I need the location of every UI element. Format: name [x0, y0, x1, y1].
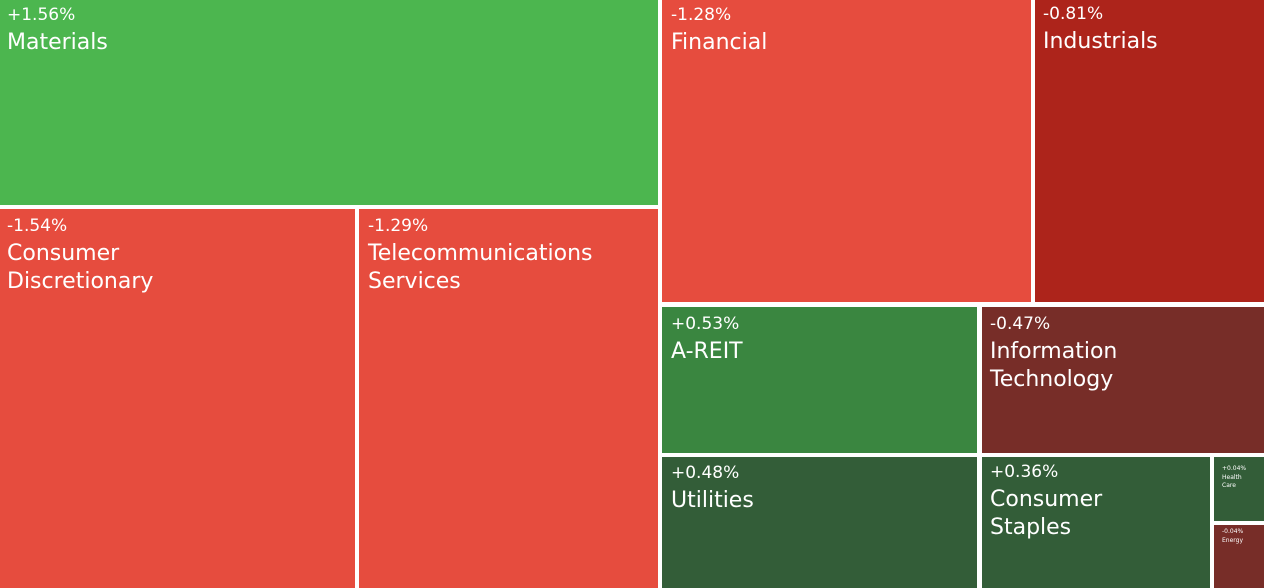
tile-name-label: Industrials	[1043, 29, 1158, 54]
tile-information-technology[interactable]: -0.47% Information Technology	[982, 307, 1264, 453]
tile-name-label: Utilities	[671, 488, 754, 513]
tile-change-label: +0.48%	[671, 463, 740, 483]
tile-consumer-discretionary[interactable]: -1.54% Consumer Discretionary	[0, 209, 355, 588]
tile-consumer-staples[interactable]: +0.36% Consumer Staples	[982, 457, 1210, 588]
tile-change-label: -0.81%	[1043, 4, 1104, 24]
tile-change-label: +0.04%	[1222, 465, 1247, 472]
tile-change-label: +0.36%	[990, 462, 1059, 482]
tile-name-label: Health Care	[1222, 474, 1242, 489]
tile-change-label: +0.53%	[671, 314, 740, 334]
tile-change-label: -0.47%	[990, 314, 1051, 334]
tile-telecommunications-services[interactable]: -1.29% Telecommunications Services	[359, 209, 658, 588]
tile-energy[interactable]: -0.04% Energy	[1214, 525, 1264, 588]
tile-name-label: Materials	[7, 30, 108, 55]
tile-change-label: -1.29%	[368, 216, 429, 236]
tile-name-label: Energy	[1222, 537, 1244, 544]
tile-utilities[interactable]: +0.48% Utilities	[662, 457, 977, 588]
tile-name-label: Consumer Staples	[990, 487, 1103, 540]
tile-materials[interactable]: +1.56% Materials	[0, 0, 658, 205]
tile-name-label: Financial	[671, 30, 768, 55]
tile-change-label: -1.54%	[7, 216, 68, 236]
tile-name-label: Telecommunications Services	[368, 241, 593, 294]
tile-name-label: Information Technology	[990, 339, 1118, 392]
tile-change-label: -1.28%	[671, 5, 732, 25]
tile-a-reit[interactable]: +0.53% A-REIT	[662, 307, 977, 453]
tile-name-label: A-REIT	[671, 339, 743, 364]
tile-health-care[interactable]: +0.04% Health Care	[1214, 457, 1264, 521]
tile-change-label: -0.04%	[1222, 528, 1244, 535]
tile-name-label: Consumer Discretionary	[7, 241, 154, 294]
tile-change-label: +1.56%	[7, 5, 76, 25]
tile-financial[interactable]: -1.28% Financial	[662, 0, 1031, 302]
tile-industrials[interactable]: -0.81% Industrials	[1035, 0, 1264, 302]
